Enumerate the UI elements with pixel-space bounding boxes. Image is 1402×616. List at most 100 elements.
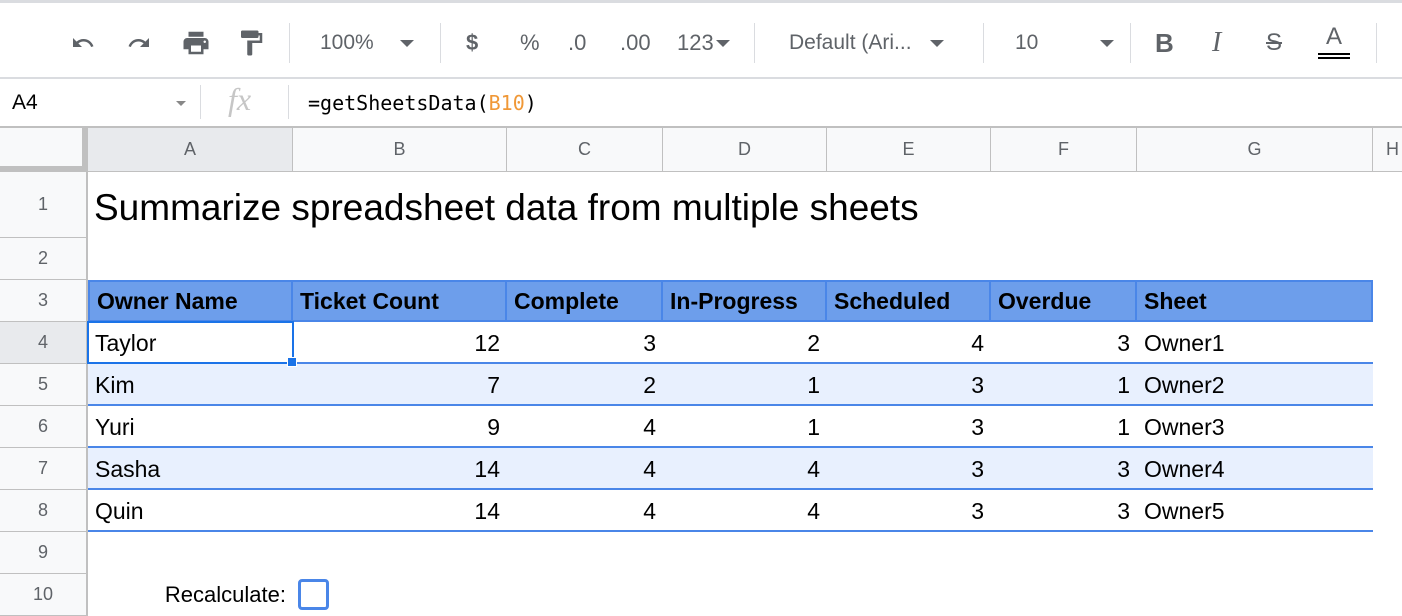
text-color-swatch bbox=[1318, 53, 1350, 59]
column-header-g[interactable]: G bbox=[1137, 128, 1373, 172]
table-header-cell[interactable]: Complete bbox=[507, 280, 663, 322]
table-row bbox=[88, 448, 1373, 490]
table-cell[interactable]: 4 bbox=[971, 329, 984, 356]
row-header-2[interactable]: 2 bbox=[0, 238, 88, 280]
print-icon[interactable] bbox=[178, 25, 214, 61]
table-cell[interactable]: Owner4 bbox=[1144, 455, 1225, 482]
table-cell[interactable]: 7 bbox=[487, 371, 500, 398]
table-cell[interactable]: 3 bbox=[971, 413, 984, 440]
column-header-h[interactable]: H bbox=[1373, 128, 1402, 172]
table-cell[interactable]: Taylor bbox=[95, 329, 157, 356]
decrease-decimal-label: .0 bbox=[568, 30, 587, 55]
row-header-8[interactable]: 8 bbox=[0, 490, 88, 532]
table-cell[interactable]: 3 bbox=[643, 329, 656, 356]
undo-icon[interactable] bbox=[66, 25, 100, 61]
chevron-down-icon bbox=[399, 39, 414, 47]
table-cell[interactable]: 14 bbox=[474, 497, 500, 524]
font-size-value: 10 bbox=[1015, 31, 1039, 54]
table-cell[interactable]: Quin bbox=[95, 497, 144, 524]
font-select[interactable]: Default (Ari... bbox=[789, 25, 944, 61]
recalculate-label: Recalculate: bbox=[164, 582, 286, 607]
italic-button[interactable]: I bbox=[1212, 27, 1222, 58]
select-all-corner[interactable] bbox=[0, 128, 88, 172]
text-color-button[interactable]: A bbox=[1318, 23, 1350, 67]
currency-button[interactable]: $ bbox=[466, 30, 479, 55]
table-cell[interactable]: 4 bbox=[643, 455, 656, 482]
table-cell[interactable]: 3 bbox=[971, 455, 984, 482]
table-header-cell[interactable]: Owner Name bbox=[88, 280, 293, 322]
chevron-down-icon bbox=[929, 39, 944, 47]
row-header-1[interactable]: 1 bbox=[0, 172, 88, 238]
table-cell[interactable]: 2 bbox=[643, 371, 656, 398]
paint-format-icon[interactable] bbox=[236, 25, 266, 61]
column-header-b[interactable]: B bbox=[293, 128, 507, 172]
decrease-decimal-button[interactable]: .0 bbox=[568, 25, 586, 61]
table-cell[interactable]: 3 bbox=[1117, 497, 1130, 524]
chevron-down-icon bbox=[715, 39, 730, 47]
table-cell[interactable]: Owner1 bbox=[1144, 329, 1225, 356]
table-cell[interactable]: 4 bbox=[643, 497, 656, 524]
zoom-select[interactable]: 100% bbox=[320, 25, 414, 61]
toolbar: 100% $ % .0 .00 123 Default (Ari... 10 B… bbox=[0, 0, 1402, 79]
bold-button[interactable]: B bbox=[1155, 27, 1174, 58]
table-cell[interactable]: Yuri bbox=[95, 413, 135, 440]
formula-input[interactable]: =getSheetsData(B10) bbox=[308, 91, 537, 115]
row-header-9[interactable]: 9 bbox=[0, 532, 88, 574]
chevron-down-icon bbox=[1100, 39, 1115, 47]
row-header-10[interactable]: 10 bbox=[0, 574, 88, 616]
redo-icon[interactable] bbox=[122, 25, 156, 61]
table-header-cell[interactable]: Overdue bbox=[991, 280, 1137, 322]
table-cell[interactable]: 1 bbox=[807, 413, 820, 440]
column-header-c[interactable]: C bbox=[507, 128, 663, 172]
fill-handle[interactable] bbox=[287, 357, 297, 367]
fx-icon: fx bbox=[228, 81, 252, 117]
percent-button[interactable]: % bbox=[520, 30, 540, 55]
table-cell[interactable]: 3 bbox=[971, 371, 984, 398]
table-cell[interactable]: 3 bbox=[1117, 455, 1130, 482]
table-cell[interactable]: 4 bbox=[643, 413, 656, 440]
column-header-a[interactable]: A bbox=[88, 128, 293, 172]
table-cell[interactable]: 3 bbox=[971, 497, 984, 524]
font-size-select[interactable]: 10 bbox=[1015, 25, 1115, 61]
increase-decimal-button[interactable]: .00 bbox=[620, 25, 651, 61]
table-cell[interactable]: Kim bbox=[95, 371, 135, 398]
name-box[interactable]: A4 bbox=[12, 91, 38, 114]
selected-cell-outline bbox=[87, 321, 294, 364]
row-header-3[interactable]: 3 bbox=[0, 280, 88, 322]
row-header-7[interactable]: 7 bbox=[0, 448, 88, 490]
table-cell[interactable]: Owner5 bbox=[1144, 497, 1225, 524]
table-row bbox=[88, 490, 1373, 532]
table-header-cell[interactable]: In-Progress bbox=[663, 280, 827, 322]
table-cell[interactable]: 3 bbox=[1117, 329, 1130, 356]
sheet-title[interactable]: Summarize spreadsheet data from multiple… bbox=[94, 187, 919, 228]
row-header-4[interactable]: 4 bbox=[0, 322, 88, 364]
table-cell[interactable]: Sasha bbox=[95, 455, 161, 482]
table-cell[interactable]: 12 bbox=[474, 329, 500, 356]
table-cell[interactable]: 14 bbox=[474, 455, 500, 482]
table-cell[interactable]: 1 bbox=[807, 371, 820, 398]
column-header-d[interactable]: D bbox=[663, 128, 827, 172]
table-cell[interactable]: Owner3 bbox=[1144, 413, 1225, 440]
chevron-down-icon[interactable] bbox=[176, 101, 186, 106]
font-value: Default (Ari... bbox=[789, 31, 912, 54]
recalculate-checkbox[interactable] bbox=[298, 579, 329, 610]
table-cell[interactable]: 9 bbox=[487, 413, 500, 440]
formula-reference: B10 bbox=[488, 91, 525, 115]
increase-decimal-label: .00 bbox=[620, 30, 651, 55]
row-header-6[interactable]: 6 bbox=[0, 406, 88, 448]
row-header-5[interactable]: 5 bbox=[0, 364, 88, 406]
table-header-cell[interactable]: Ticket Count bbox=[293, 280, 507, 322]
table-cell[interactable]: 4 bbox=[807, 455, 820, 482]
table-header-cell[interactable]: Scheduled bbox=[827, 280, 991, 322]
table-cell[interactable]: 2 bbox=[807, 329, 820, 356]
table-header-cell[interactable]: Sheet bbox=[1137, 280, 1373, 322]
formula-text: ) bbox=[524, 91, 537, 115]
table-cell[interactable]: Owner2 bbox=[1144, 371, 1225, 398]
table-cell[interactable]: 1 bbox=[1117, 413, 1130, 440]
strikethrough-button[interactable]: S bbox=[1266, 29, 1283, 56]
column-header-e[interactable]: E bbox=[827, 128, 991, 172]
table-cell[interactable]: 4 bbox=[807, 497, 820, 524]
table-cell[interactable]: 1 bbox=[1117, 371, 1130, 398]
more-formats-button[interactable]: 123 bbox=[677, 25, 730, 61]
column-header-f[interactable]: F bbox=[991, 128, 1137, 172]
